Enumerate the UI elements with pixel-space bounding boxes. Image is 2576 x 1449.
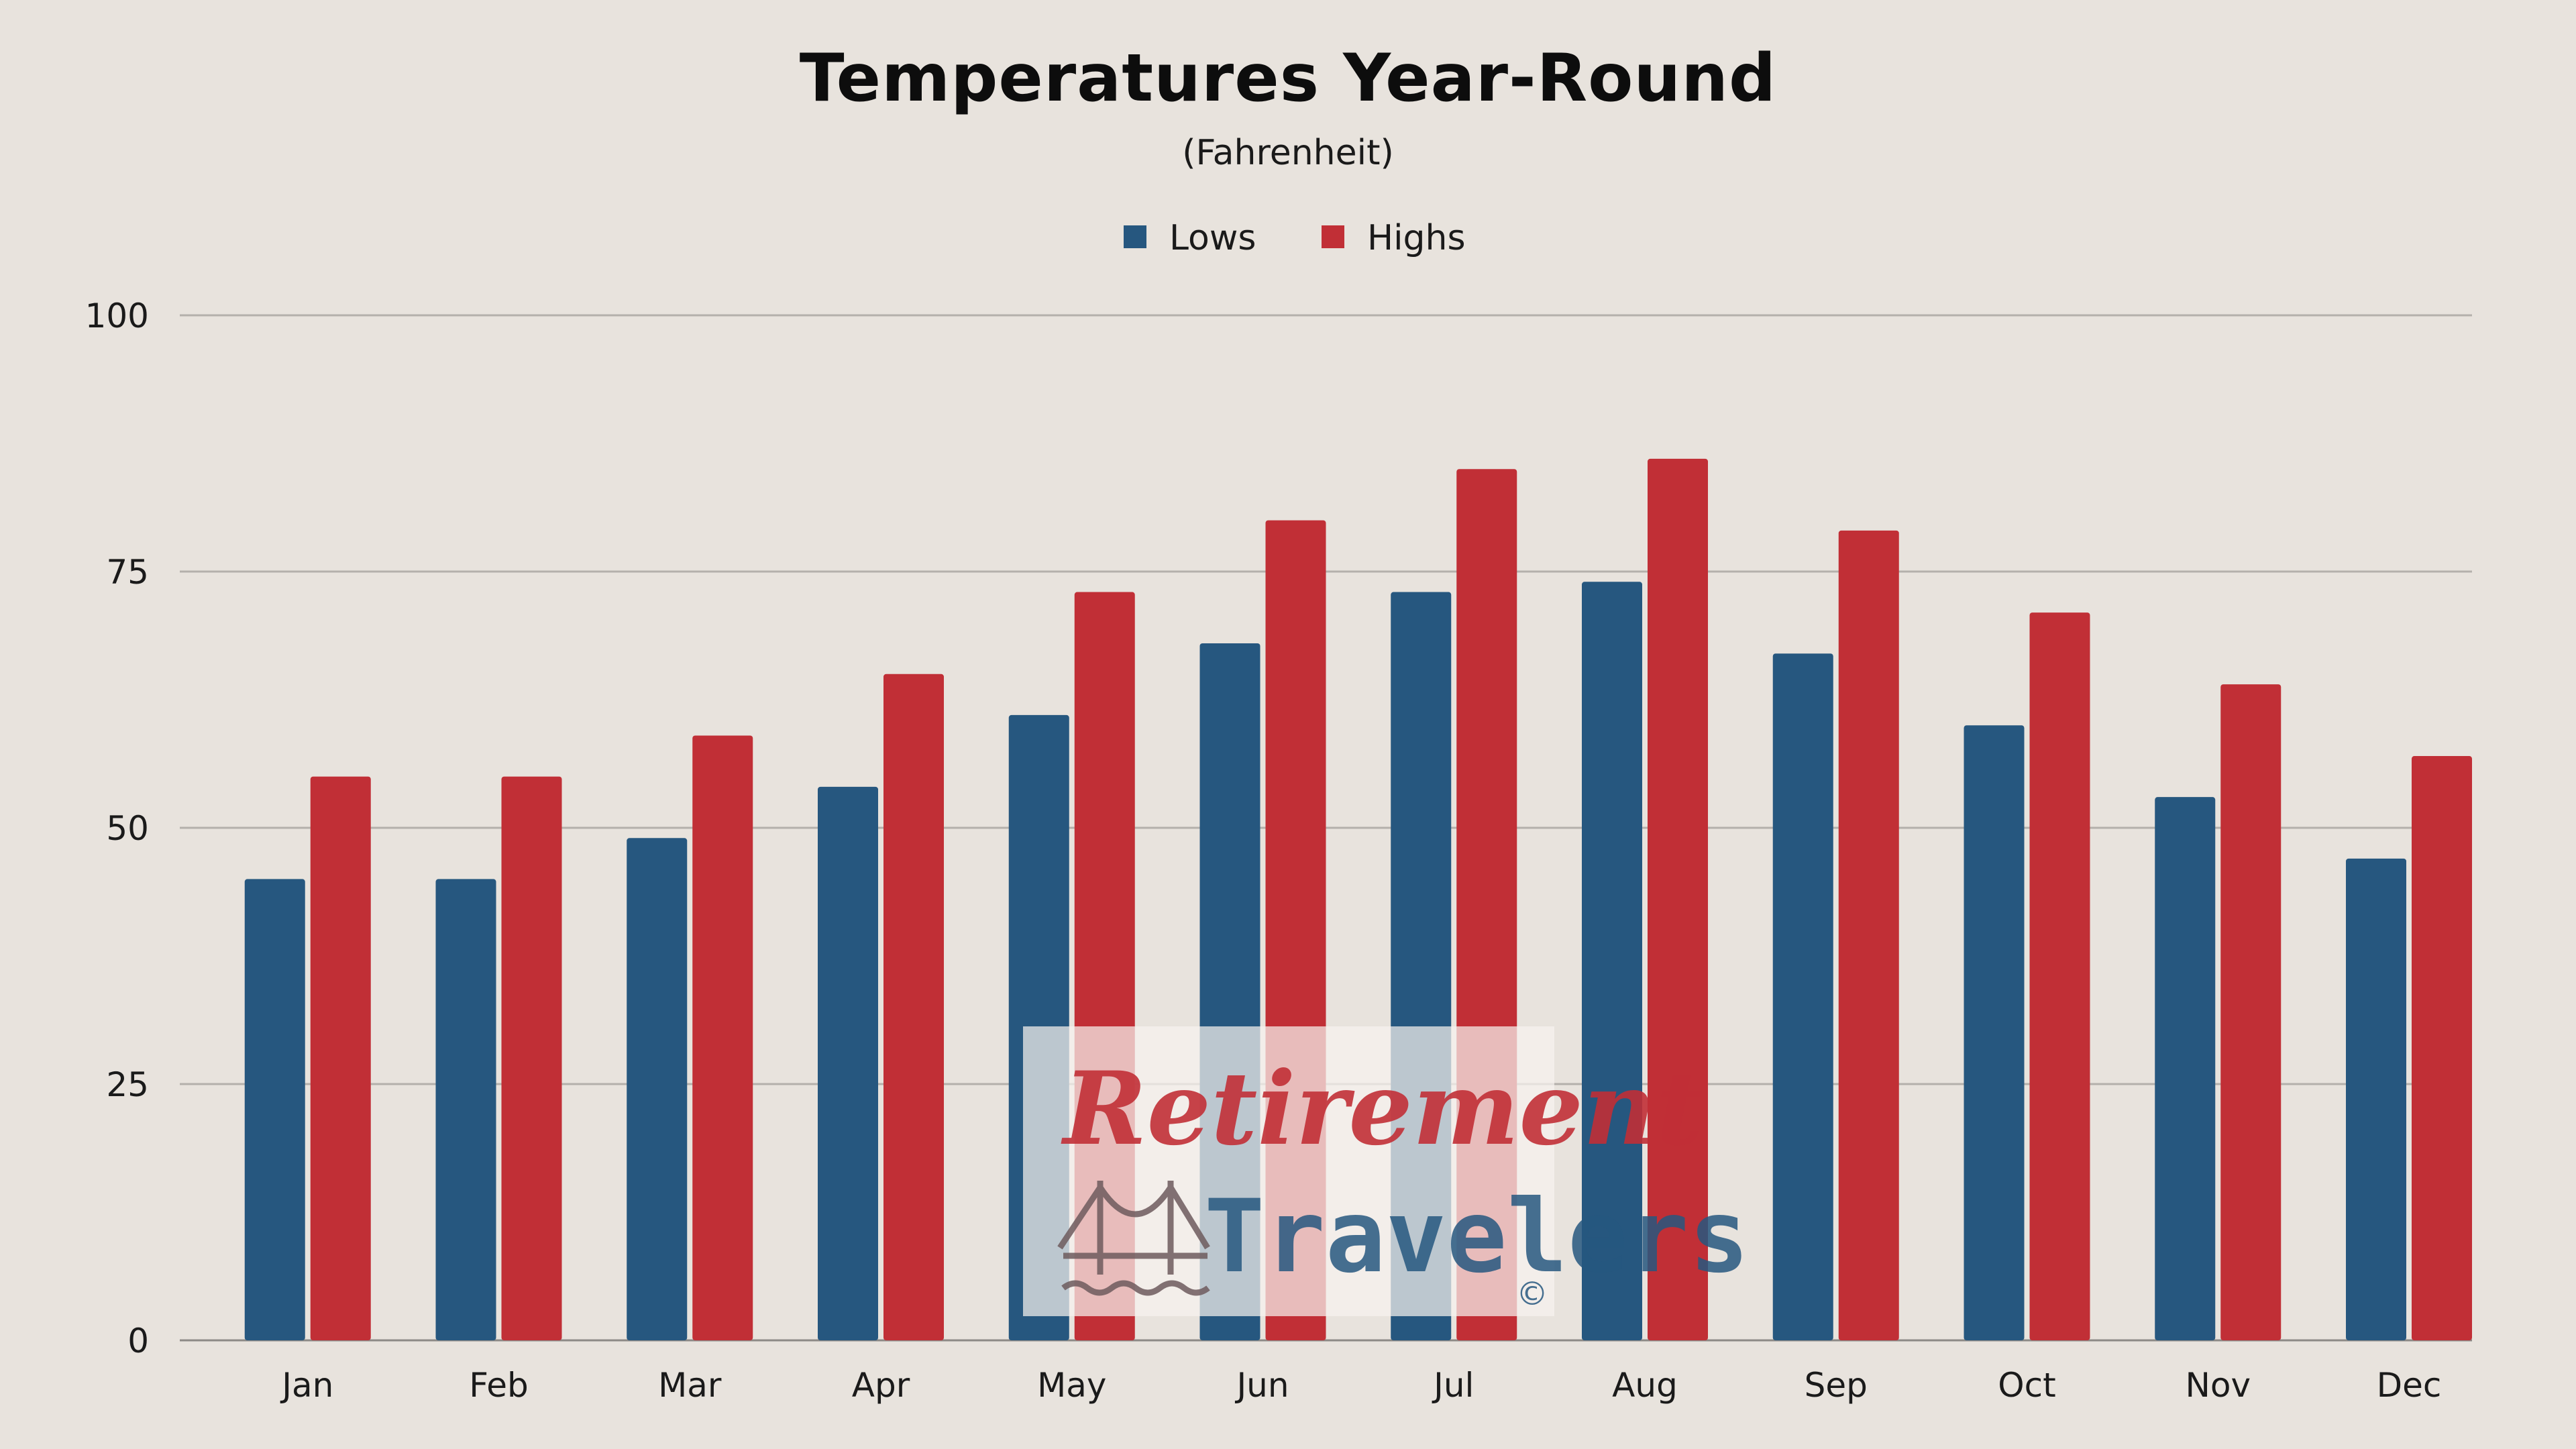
bar-highs-dec (2412, 756, 2472, 1340)
watermark-panel (1023, 1026, 1554, 1316)
bar-lows-aug (1582, 582, 1642, 1340)
watermark-logo: Retirement Travelers © (1023, 1026, 1750, 1316)
watermark-travelers-text: Travelers (1204, 1179, 1750, 1295)
x-axis-ticks: Jan Feb Mar Apr May Jun Jul Aug Sep Oct Nov Dec (280, 1366, 2441, 1405)
x-tick-label: Apr (852, 1366, 910, 1405)
x-tick-label: Jun (1234, 1366, 1289, 1405)
chart-subtitle: (Fahrenheit) (1182, 133, 1394, 173)
legend-swatch-lows (1124, 225, 1146, 248)
x-tick-label: Nov (2185, 1366, 2251, 1405)
golden-gate-bridge-icon (1057, 1181, 1210, 1296)
y-tick-label: 0 (127, 1322, 149, 1360)
x-tick-label: Feb (469, 1366, 529, 1405)
bar-highs-sep (1838, 530, 1899, 1340)
y-tick-label: 100 (85, 297, 149, 335)
bar-highs-jan (310, 776, 371, 1340)
y-axis-ticks: 0 25 50 75 100 (85, 297, 149, 1360)
chart-title: Temperatures Year-Round (800, 40, 1776, 117)
bar-lows-dec (2346, 858, 2406, 1340)
bar-highs-feb (501, 776, 562, 1340)
bar-highs-aug (1648, 458, 1708, 1341)
y-tick-label: 25 (106, 1065, 149, 1104)
bar-lows-apr (818, 786, 878, 1340)
bar-lows-feb (435, 879, 496, 1340)
watermark-copyright-mark: © (1516, 1275, 1548, 1313)
bar-lows-sep (1772, 653, 1833, 1340)
x-tick-label: Sep (1805, 1366, 1868, 1405)
bar-highs-apr (883, 674, 944, 1340)
y-tick-label: 75 (106, 553, 149, 592)
x-tick-label: Jul (1432, 1366, 1474, 1405)
bar-highs-mar (692, 735, 753, 1340)
legend-swatch-highs (1322, 225, 1344, 248)
bar-lows-jan (244, 879, 305, 1340)
bar-highs-nov (2220, 684, 2282, 1340)
legend-label-lows: Lows (1169, 218, 1256, 258)
legend: Lows Highs (1124, 218, 1466, 258)
x-tick-label: Oct (1998, 1366, 2055, 1405)
x-tick-label: Mar (658, 1366, 722, 1405)
x-tick-label: Aug (1612, 1366, 1678, 1405)
legend-label-highs: Highs (1367, 218, 1466, 258)
bar-lows-nov (2155, 797, 2216, 1340)
bar-lows-mar (627, 838, 688, 1340)
x-tick-label: Dec (2377, 1366, 2442, 1405)
x-tick-label: May (1037, 1366, 1106, 1405)
bar-lows-oct (1964, 725, 2025, 1340)
x-tick-label: Jan (280, 1366, 333, 1405)
y-tick-label: 50 (106, 809, 149, 848)
watermark-retirement-text: Retirement (1061, 1050, 1703, 1168)
bar-highs-oct (2029, 612, 2090, 1340)
